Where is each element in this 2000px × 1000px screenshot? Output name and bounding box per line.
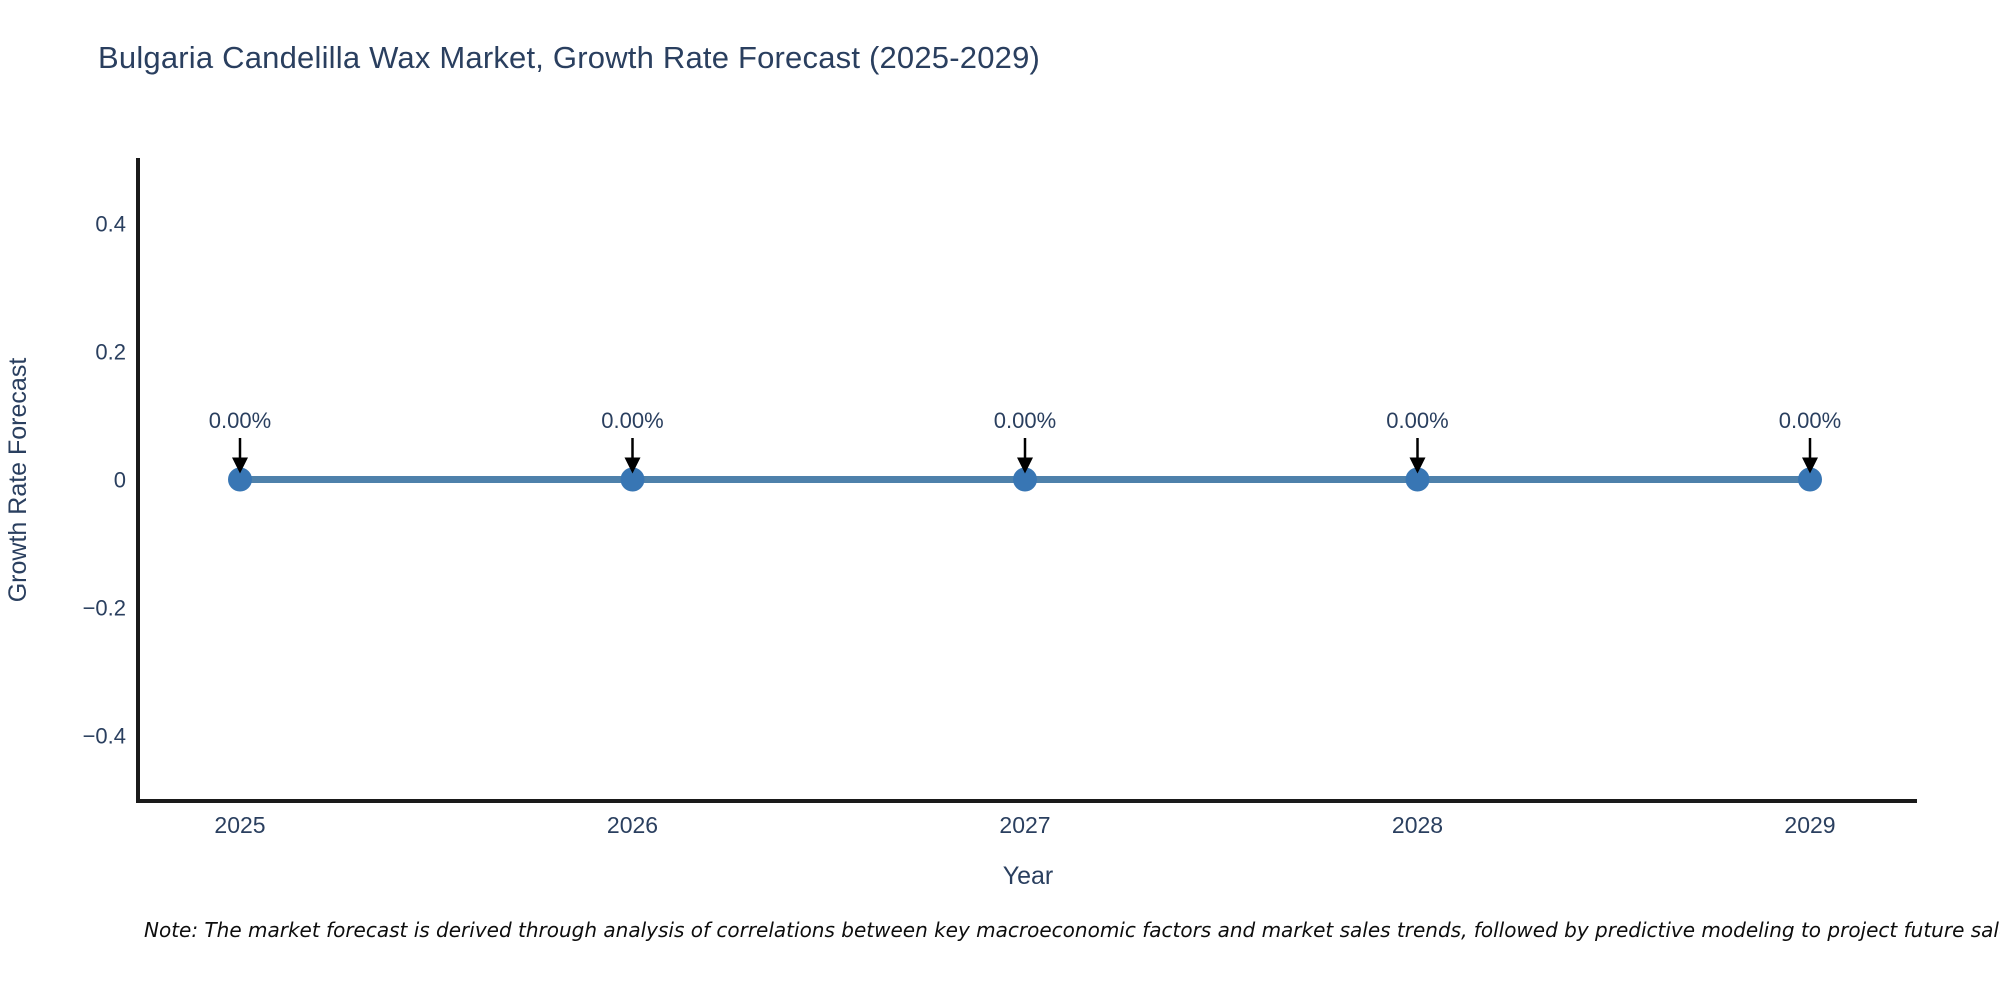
- data-point-annotation: 0.00%: [994, 408, 1056, 433]
- data-point-annotation: 0.00%: [1779, 408, 1841, 433]
- data-point-marker: [228, 467, 252, 492]
- annotation-arrow-head: [232, 457, 248, 474]
- y-tick-label: 0.2: [95, 339, 126, 364]
- data-point-marker: [620, 467, 645, 492]
- y-tick-label: −0.4: [83, 724, 126, 749]
- y-tick-label: 0.4: [95, 211, 126, 236]
- data-point-marker: [1013, 467, 1037, 492]
- annotation-arrow-head: [1017, 457, 1033, 474]
- annotation-arrow-head: [1802, 457, 1818, 474]
- point-annotations: 0.00% 0.00% 0.00% 0.00% 0.00%: [209, 408, 1841, 474]
- annotation-arrow-head: [624, 457, 641, 474]
- axes: [136, 158, 1917, 803]
- annotation-arrow-head: [1409, 457, 1426, 474]
- x-tick-label: 2026: [607, 812, 658, 838]
- data-point-annotation: 0.00%: [1386, 408, 1448, 433]
- forecast-line-series: [228, 467, 1822, 492]
- x-axis-title: Year: [1003, 862, 1054, 890]
- y-axis-title: Growth Rate Forecast: [4, 358, 32, 603]
- x-tick-label: 2027: [999, 812, 1050, 838]
- data-point-annotation: 0.00%: [601, 408, 663, 433]
- x-tick-label: 2028: [1392, 812, 1443, 838]
- x-tick-label: 2025: [214, 812, 265, 838]
- footnote: Note: The market forecast is derived thr…: [144, 918, 2000, 942]
- data-point-marker: [1798, 467, 1822, 492]
- y-tick-label: 0: [114, 468, 126, 493]
- y-tick-label: −0.2: [83, 596, 126, 621]
- x-axis-tick-labels: 2025 2026 2027 2028 2029: [214, 812, 1835, 838]
- x-tick-label: 2029: [1784, 812, 1835, 838]
- chart-title: Bulgaria Candelilla Wax Market, Growth R…: [98, 40, 1041, 75]
- y-axis-tick-labels: 0.4 0.2 0 −0.2 −0.4: [83, 211, 126, 748]
- data-point-marker: [1405, 467, 1430, 492]
- data-point-annotation: 0.00%: [209, 408, 271, 433]
